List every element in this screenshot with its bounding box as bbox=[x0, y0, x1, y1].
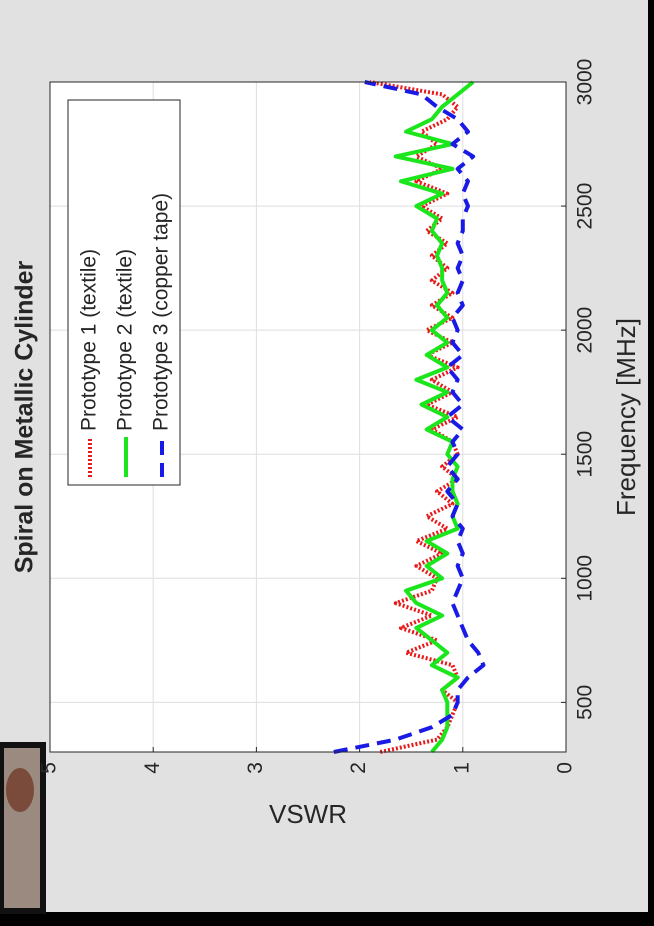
legend-box bbox=[67, 99, 181, 486]
legend-label: Prototype 2 (textile) bbox=[114, 249, 137, 431]
x-tick-label: 1000 bbox=[574, 555, 597, 602]
x-axis-label: Frequency [MHz] bbox=[611, 318, 641, 516]
x-tick-label: 500 bbox=[574, 685, 597, 720]
series-line bbox=[369, 80, 460, 754]
y-tick-label: 5 bbox=[38, 762, 61, 774]
legend-label: Prototype 1 (textile) bbox=[78, 249, 101, 431]
y-tick-label: 2 bbox=[347, 762, 370, 774]
screen-edge bbox=[0, 912, 654, 926]
y-tick-label: 1 bbox=[450, 762, 473, 774]
plot-frame bbox=[49, 81, 567, 753]
x-tick-label: 1500 bbox=[574, 431, 597, 478]
y-tick-label: 0 bbox=[554, 762, 577, 774]
x-tick-label: 2500 bbox=[574, 183, 597, 230]
chart-title: Spiral on Metallic Cylinder bbox=[11, 260, 39, 573]
y-tick-label: 3 bbox=[244, 762, 267, 774]
rotated-chart: 500 1000 1500 2000 2500 3000 0 1 2 3 4 5 Prototype 1… bbox=[11, 59, 641, 829]
y-tick-label: 4 bbox=[141, 762, 164, 774]
series-line bbox=[393, 80, 475, 754]
legend-label: Prototype 3 (copper tape) bbox=[150, 193, 173, 431]
photo-object bbox=[6, 768, 34, 812]
x-tick-label: 2000 bbox=[574, 307, 597, 354]
y-axis-label: VSWR bbox=[269, 799, 347, 829]
x-tick-label: 3000 bbox=[574, 59, 597, 106]
screen-edge bbox=[648, 0, 654, 926]
